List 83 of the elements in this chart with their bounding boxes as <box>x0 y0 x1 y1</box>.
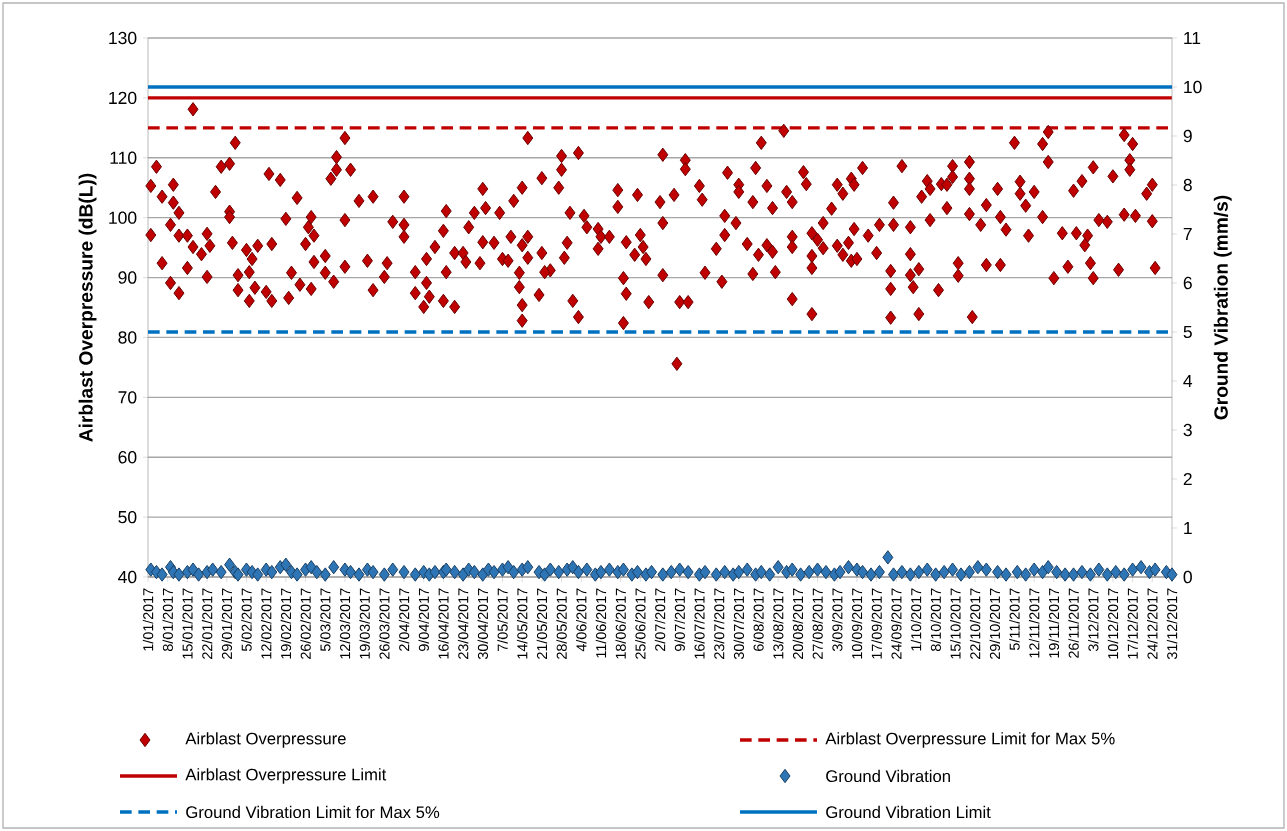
x-tick-label: 3/12/2017 <box>1087 588 1099 652</box>
x-tick-label: 2/07/2017 <box>654 588 666 651</box>
x-tick-label: 29/01/2017 <box>221 588 233 659</box>
y2-tick-label: 11 <box>1184 31 1201 45</box>
y-tick-label: 90 <box>118 271 137 284</box>
x-tick-label: 29/10/2017 <box>989 588 1001 659</box>
x-tick-label: 17/12/2017 <box>1127 588 1138 659</box>
x-tick-label: 16/07/2017 <box>694 588 705 659</box>
x-tick-label: 22/01/2017 <box>201 588 213 659</box>
legend-label: Airblast Overpressure Limit <box>185 768 387 784</box>
x-tick-label: 12/11/2017 <box>1028 588 1040 658</box>
y2-tick-label: 8 <box>1183 178 1192 192</box>
x-tick-label: 30/07/2017 <box>733 588 745 660</box>
y2-tick-label: 9 <box>1183 129 1192 143</box>
y2-tick-label: 5 <box>1183 325 1192 339</box>
y2-tick-label: 6 <box>1183 276 1192 290</box>
x-tick-label: 24/09/2017 <box>891 588 902 659</box>
x-tick-label: 6/08/2017 <box>753 588 764 651</box>
x-tick-label: 5/03/2017 <box>319 588 331 652</box>
y-tick-label: 70 <box>118 391 137 404</box>
y-tick-label: 100 <box>109 211 137 224</box>
x-tick-label: 5/02/2017 <box>241 588 252 652</box>
legend-label: Ground Vibration Limit for Max 5% <box>186 805 440 819</box>
x-tick-label: 30/04/2017 <box>477 588 489 660</box>
x-tick-label: 22/10/2017 <box>969 588 981 659</box>
y-axis-title: Airblast Overpressure (dB(L)) <box>78 173 97 442</box>
x-tick-label: 3/09/2017 <box>831 588 843 652</box>
y2-tick-label: 7 <box>1183 227 1192 241</box>
x-tick-label: 21/05/2017 <box>536 588 548 659</box>
x-tick-label: 12/02/2017 <box>260 588 272 659</box>
x-tick-label: 24/12/2017 <box>1147 588 1158 659</box>
x-tick-label: 1/01/2017 <box>142 588 154 651</box>
x-tick-label: 14/05/2017 <box>516 588 528 659</box>
x-tick-label: 4/06/2017 <box>575 588 587 652</box>
y2-tick-label: 0 <box>1183 570 1192 584</box>
x-tick-label: 15/01/2017 <box>182 588 193 659</box>
x-tick-label: 10/12/2017 <box>1107 588 1119 659</box>
x-tick-label: 12/03/2017 <box>339 588 351 659</box>
y-tick-label: 130 <box>109 31 137 45</box>
y2-tick-label: 1 <box>1184 521 1192 535</box>
y-tick-label: 60 <box>118 451 137 464</box>
y-tick-label: 80 <box>118 331 137 344</box>
x-tick-label: 26/03/2017 <box>379 588 390 659</box>
x-tick-label: 5/11/2017 <box>1009 588 1020 650</box>
x-tick-label: 31/12/2017 <box>1166 588 1178 660</box>
x-tick-label: 7/05/2017 <box>497 588 508 651</box>
x-tick-label: 9/07/2017 <box>674 588 685 651</box>
x-tick-label: 18/06/2017 <box>615 588 626 659</box>
y2-tick-label: 10 <box>1184 80 1202 94</box>
x-tick-label: 23/07/2017 <box>713 588 725 659</box>
x-tick-label: 26/02/2017 <box>300 588 311 659</box>
x-tick-label: 13/08/2017 <box>772 588 784 659</box>
x-tick-label: 15/10/2017 <box>950 588 961 659</box>
x-tick-label: 20/08/2017 <box>792 588 804 659</box>
x-tick-label: 25/06/2017 <box>635 588 646 659</box>
legend-label: Ground Vibration Limit <box>826 805 991 819</box>
legend-label: Airblast Overpressure Limit for Max 5% <box>825 732 1115 748</box>
y2-axis-title: Ground Vibration (mm/s) <box>1213 195 1232 420</box>
x-tick-label: 28/05/2017 <box>556 588 567 659</box>
x-tick-label: 19/11/2017 <box>1048 588 1060 658</box>
x-tick-label: 1/10/2017 <box>910 588 922 651</box>
x-tick-label: 26/11/2017 <box>1068 588 1079 658</box>
x-tick-label: 8/01/2017 <box>162 588 173 652</box>
x-tick-label: 11/06/2017 <box>595 588 607 658</box>
x-tick-label: 8/10/2017 <box>930 588 941 652</box>
y-tick-label: 50 <box>118 510 137 524</box>
y2-tick-label: 3 <box>1183 423 1192 437</box>
x-tick-label: 27/08/2017 <box>812 588 823 659</box>
x-tick-label: 19/03/2017 <box>359 588 370 659</box>
y2-tick-label: 4 <box>1183 374 1193 388</box>
x-tick-label: 19/02/2017 <box>280 588 292 659</box>
x-tick-label: 23/04/2017 <box>457 588 469 659</box>
y-tick-label: 110 <box>110 151 137 164</box>
y-tick-label: 40 <box>118 570 137 584</box>
x-tick-label: 16/04/2017 <box>438 588 449 659</box>
legend-label: Ground Vibration <box>826 769 950 783</box>
legend-label: Airblast Overpressure <box>185 732 346 748</box>
x-tick-label: 9/04/2017 <box>418 588 429 651</box>
x-tick-label: 17/09/2017 <box>871 588 882 659</box>
y2-tick-label: 2 <box>1183 472 1192 486</box>
x-tick-label: 10/09/2017 <box>851 588 863 659</box>
x-tick-label: 2/04/2017 <box>398 588 410 651</box>
y-tick-label: 120 <box>109 91 137 105</box>
